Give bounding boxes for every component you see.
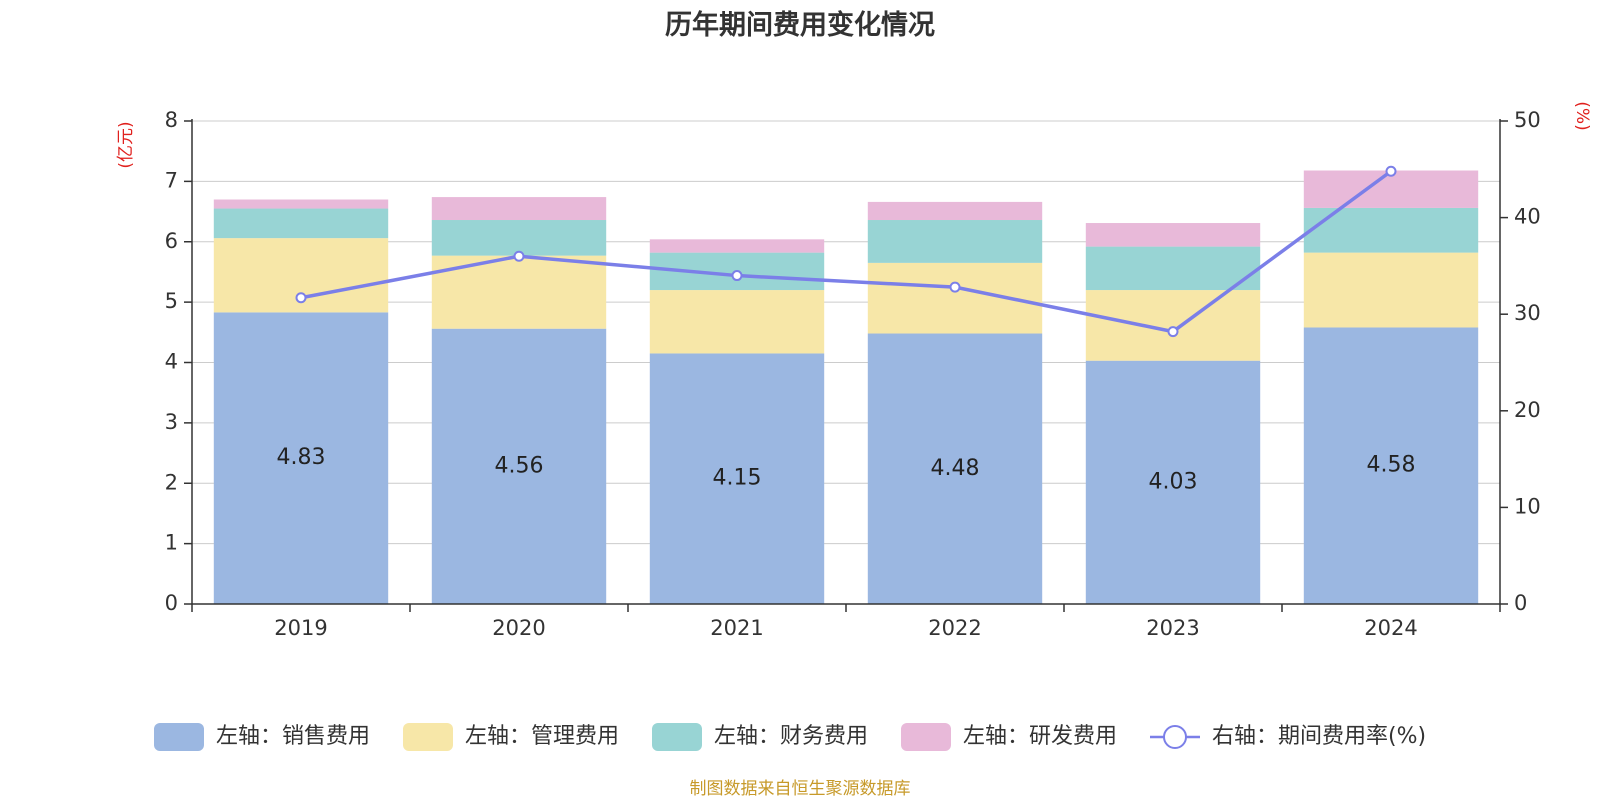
- rate-point: [1385, 165, 1397, 177]
- bar-segment: [431, 197, 607, 221]
- bar-segment: [431, 328, 607, 604]
- line-layer: [295, 165, 1397, 338]
- left-axis-tick-label: 2: [165, 470, 178, 494]
- bars-layer: [213, 170, 1479, 604]
- axes-layer: 0 1 2 3 4 5 6 7 8 0 10 20 30 40 50 2019 2020 2021 2022 2023…: [165, 108, 1541, 640]
- bar-segment: [213, 199, 389, 209]
- bar-segment: [867, 201, 1043, 221]
- bar-segment: [649, 290, 825, 354]
- grid-layer: [192, 120, 1500, 545]
- bar-value-label: 4.03: [1149, 469, 1198, 494]
- rate-point: [1167, 326, 1179, 338]
- legend-label: 左轴：销售费用: [216, 724, 370, 749]
- bar-value-label: 4.48: [931, 456, 980, 481]
- x-axis-tick-label: 2019: [274, 616, 327, 640]
- bar-value-label: 4.58: [1367, 453, 1416, 478]
- bar-segment: [1085, 223, 1261, 247]
- right-axis-unit: (%): [1572, 101, 1592, 130]
- right-axis-tick-label: 30: [1514, 301, 1541, 325]
- legend-item: 左轴：研发费用: [901, 723, 1117, 751]
- legend-item: 左轴：财务费用: [652, 723, 868, 751]
- bar-value-label: 4.83: [277, 445, 326, 470]
- left-axis-tick-label: 1: [165, 531, 178, 555]
- legend-label: 左轴：管理费用: [465, 724, 619, 749]
- right-axis-tick-label: 10: [1514, 494, 1541, 518]
- legend-label: 左轴：财务费用: [714, 724, 868, 749]
- x-axis-tick-label: 2020: [492, 616, 545, 640]
- right-axis-tick-label: 20: [1514, 398, 1541, 422]
- bar-segment: [213, 312, 389, 604]
- rate-point: [513, 250, 525, 262]
- legend-swatch: [403, 723, 453, 751]
- legend-item: 左轴：管理费用: [403, 723, 619, 751]
- legend-item: 左轴：销售费用: [154, 723, 370, 751]
- legend-swatch: [154, 723, 204, 751]
- left-axis-tick-label: 3: [165, 410, 178, 434]
- legend: 左轴：销售费用 左轴：管理费用 左轴：财务费用 左轴：研发费用 右轴：期间费用率(%): [154, 723, 1426, 751]
- legend-swatch: [901, 723, 951, 751]
- rate-point: [949, 281, 961, 293]
- left-axis-tick-label: 4: [165, 350, 178, 374]
- rate-line: [300, 169, 1393, 334]
- x-axis-tick-label: 2023: [1146, 616, 1199, 640]
- bar-segment: [649, 239, 825, 253]
- labels-layer: 4.83 4.56 4.15 4.48 4.03 4.58: [277, 445, 1416, 494]
- rate-point: [731, 270, 743, 282]
- bar-segment: [867, 220, 1043, 263]
- x-axis-tick-label: 2021: [710, 616, 763, 640]
- right-axis-tick-label: 40: [1514, 205, 1541, 229]
- left-axis-tick-label: 5: [165, 289, 178, 313]
- legend-label: 左轴：研发费用: [963, 724, 1117, 749]
- bar-segment: [1303, 252, 1479, 328]
- bar-segment: [1303, 327, 1479, 604]
- source-note: 制图数据来自恒生聚源数据库: [690, 779, 911, 799]
- left-axis-unit: (亿元): [116, 121, 136, 168]
- x-axis-tick-label: 2024: [1364, 616, 1417, 640]
- chart-title: 历年期间费用变化情况: [665, 9, 935, 41]
- bar-segment: [213, 208, 389, 239]
- left-axis-tick-label: 8: [165, 108, 178, 132]
- bar-segment: [1085, 290, 1261, 361]
- bar-segment: [1303, 170, 1479, 208]
- bar-segment: [1085, 360, 1261, 604]
- bar-value-label: 4.56: [495, 453, 544, 478]
- right-axis-tick-label: 50: [1514, 108, 1541, 132]
- right-axis-tick-label: 0: [1514, 591, 1527, 615]
- left-axis-tick-label: 6: [165, 229, 178, 253]
- legend-label: 右轴：期间费用率(%): [1212, 724, 1426, 749]
- bar-segment: [431, 220, 607, 256]
- left-axis-tick-label: 7: [165, 168, 178, 192]
- legend-swatch: [652, 723, 702, 751]
- bar-value-label: 4.15: [713, 466, 762, 491]
- bar-segment: [1085, 246, 1261, 291]
- x-axis-tick-label: 2022: [928, 616, 981, 640]
- bar-segment: [867, 333, 1043, 604]
- legend-item: 右轴：期间费用率(%): [1150, 724, 1426, 749]
- rate-point: [295, 292, 307, 304]
- bar-segment: [649, 353, 825, 604]
- left-axis-tick-label: 0: [165, 591, 178, 615]
- legend-line-marker: [1163, 725, 1187, 749]
